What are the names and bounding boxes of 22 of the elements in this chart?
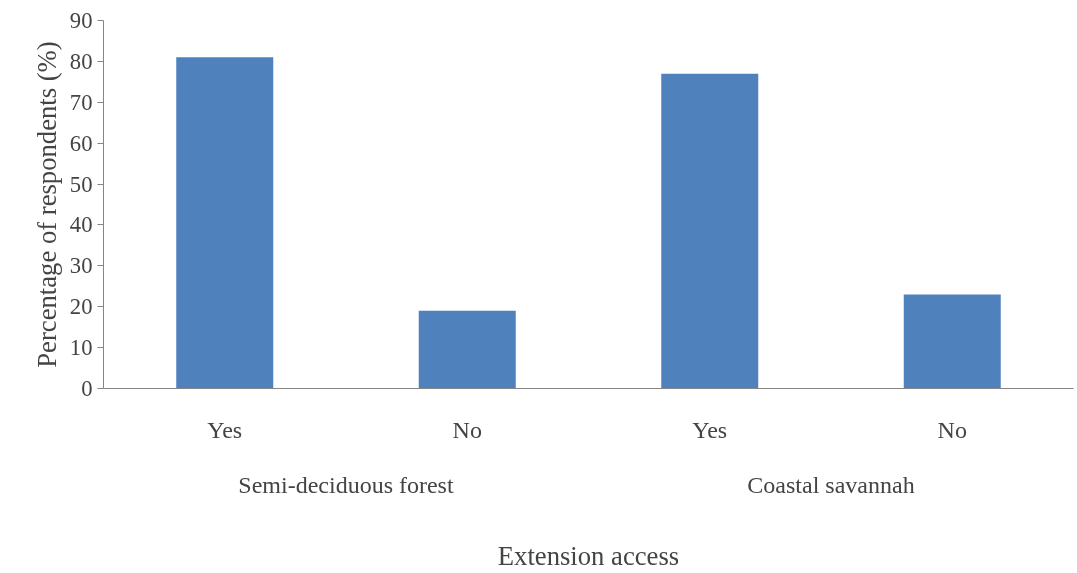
bar	[903, 294, 1001, 389]
text: Semi-deciduous forest	[238, 471, 454, 498]
y-tick-label: 50	[69, 171, 93, 197]
bar	[661, 73, 759, 389]
x-tick-label: Yes	[207, 416, 243, 443]
y-tick-label: 90	[69, 8, 93, 33]
bar	[176, 57, 274, 389]
y-tick-label: 40	[69, 212, 93, 238]
y-tick-label: 60	[69, 130, 93, 156]
y-tick-label: 10	[69, 335, 93, 361]
y-tick-label: 70	[69, 89, 93, 115]
x-tick-label: No	[452, 416, 482, 443]
x-tick-label: Yes	[692, 416, 728, 443]
y-tick-label: 80	[69, 48, 93, 74]
y-tick-label: 20	[69, 294, 93, 320]
y-tick-label: 0	[81, 376, 93, 401]
text: Coastal savannah	[747, 471, 915, 498]
x-axis-title: Extension access	[497, 540, 680, 571]
bar	[418, 310, 516, 389]
x-tick-label: No	[937, 416, 967, 443]
y-tick-label: 30	[69, 253, 93, 279]
y-axis-title: Percentage of respondents (%)	[31, 41, 62, 368]
